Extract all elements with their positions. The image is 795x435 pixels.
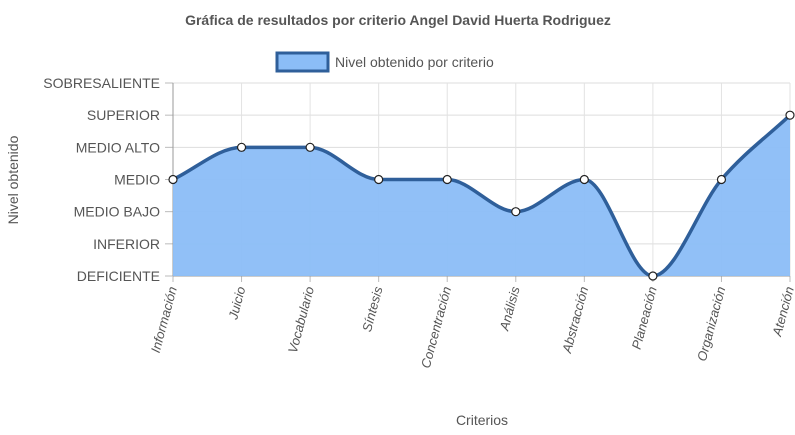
legend-swatch <box>275 51 330 73</box>
chart-title: Gráfica de resultados por criterio Angel… <box>185 12 611 28</box>
x-tick-label: Información <box>148 285 180 354</box>
series-points <box>168 110 795 281</box>
data-point[interactable] <box>511 207 521 217</box>
x-tick-label: Concentración <box>418 285 454 370</box>
x-tick-label: Planeación <box>629 285 660 351</box>
x-tick-label: Abstracción <box>559 285 591 355</box>
data-point[interactable] <box>579 174 589 185</box>
x-tick-label: Juicio <box>225 285 248 322</box>
data-point[interactable] <box>374 174 384 185</box>
x-axis-ticks: Información Juicio Vocabulario Síntesis Conc… <box>148 284 795 369</box>
x-tick-label: Síntesis <box>359 284 386 333</box>
series-line <box>172 113 792 278</box>
x-tick-label: Vocabulario <box>285 285 317 355</box>
series-area <box>172 113 792 278</box>
data-point[interactable] <box>236 142 247 152</box>
x-tick-label: Atención <box>769 285 795 339</box>
x-tick-label: Organización <box>694 285 728 363</box>
y-tick-label: SOBRESALIENTE <box>43 75 160 91</box>
y-axis-ticks: DEFICIENTE INFERIOR MEDIO BAJO MEDIO MEDIO A… <box>43 75 160 284</box>
data-point[interactable] <box>716 174 727 185</box>
y-tick-label: MEDIO <box>114 172 160 188</box>
y-axis-label: Nivel obtenido <box>5 135 21 224</box>
y-tick-label: MEDIO ALTO <box>76 139 160 155</box>
data-point[interactable] <box>785 110 795 120</box>
x-axis-label: Criterios <box>456 412 508 428</box>
y-tick-label: MEDIO BAJO <box>74 204 160 220</box>
y-tick-label: DEFICIENTE <box>77 268 160 284</box>
legend-label: Nivel obtenido por criterio <box>335 54 494 70</box>
x-tick-label: Análisis <box>496 284 522 333</box>
data-point[interactable] <box>442 174 452 185</box>
y-tick-label: SUPERIOR <box>87 107 160 123</box>
data-point[interactable] <box>305 142 315 152</box>
data-point[interactable] <box>168 174 178 185</box>
y-tick-label: INFERIOR <box>93 236 160 252</box>
data-point[interactable] <box>648 271 658 281</box>
legend[interactable]: Nivel obtenido por criterio <box>275 51 494 73</box>
